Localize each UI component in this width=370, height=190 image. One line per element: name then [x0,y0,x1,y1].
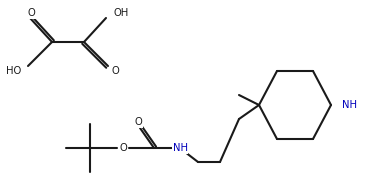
Text: O: O [112,66,120,76]
Text: NH: NH [172,143,188,153]
Text: O: O [27,8,35,18]
Text: NH: NH [342,100,357,110]
Text: O: O [134,117,142,127]
Text: HO: HO [6,66,21,76]
Text: OH: OH [113,8,128,18]
Text: O: O [119,143,127,153]
